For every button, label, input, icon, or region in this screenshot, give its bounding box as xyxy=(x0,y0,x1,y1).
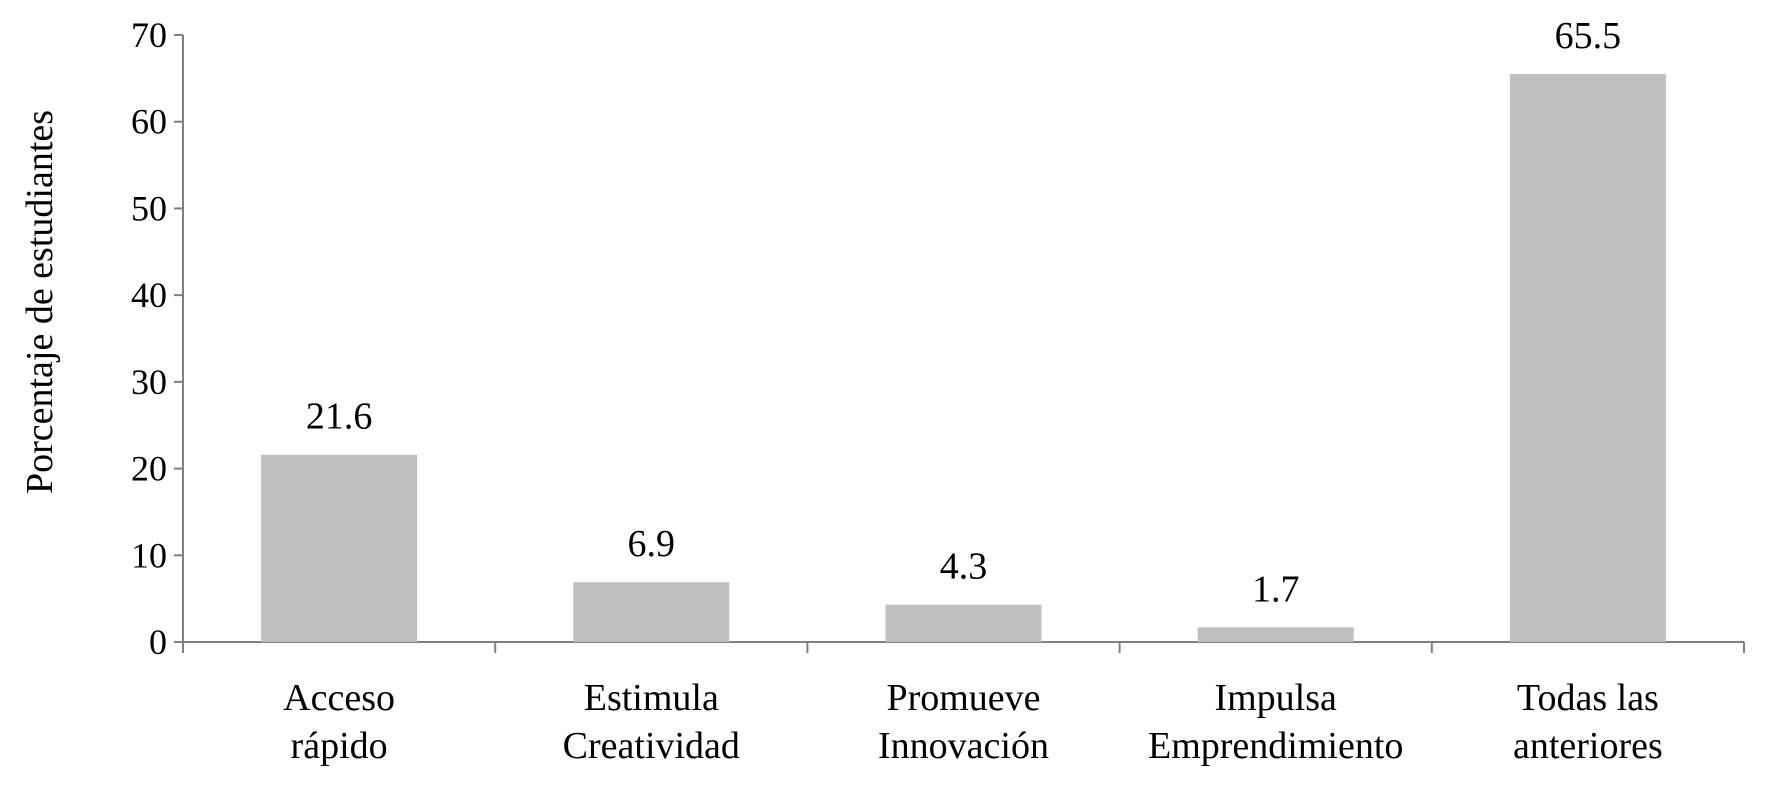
category-labels: Acceso rápido Estimula Creatividad Promueve I… xyxy=(283,677,1663,767)
data-label: 1.7 xyxy=(1252,568,1300,610)
y-tick-label: 40 xyxy=(131,275,167,315)
y-tick-label: 0 xyxy=(149,622,167,662)
x-tick-label: Estimula Creatividad xyxy=(563,677,740,767)
y-tick-label: 10 xyxy=(131,535,167,575)
y-tick-label: 20 xyxy=(131,449,167,489)
data-label: 6.9 xyxy=(628,523,676,565)
x-tick-label: Acceso rápido xyxy=(283,677,395,767)
bar xyxy=(261,454,418,642)
y-axis: 0 10 20 30 40 50 60 70 xyxy=(131,15,184,662)
y-tick-label: 70 xyxy=(131,15,167,55)
value-labels: 21.6 6.9 4.3 1.7 65.5 xyxy=(306,15,1621,610)
bars xyxy=(261,74,1666,643)
data-label: 21.6 xyxy=(306,396,373,438)
bar xyxy=(1509,74,1666,643)
bar xyxy=(573,582,730,642)
data-label: 4.3 xyxy=(940,546,988,588)
x-tick-label: Promueve Innovación xyxy=(878,677,1049,767)
data-label: 65.5 xyxy=(1555,15,1622,57)
y-axis-title: Porcentaje de estudiantes xyxy=(19,110,61,494)
y-tick-label: 30 xyxy=(131,362,167,402)
y-tick-label: 60 xyxy=(131,102,167,142)
x-axis xyxy=(182,641,1745,653)
x-tick-label: Todas las anteriores xyxy=(1513,677,1663,767)
bar xyxy=(1197,627,1354,642)
bar xyxy=(885,604,1042,642)
x-tick-label: Impulsa Emprendimiento xyxy=(1148,677,1403,767)
y-tick-label: 50 xyxy=(131,188,167,228)
